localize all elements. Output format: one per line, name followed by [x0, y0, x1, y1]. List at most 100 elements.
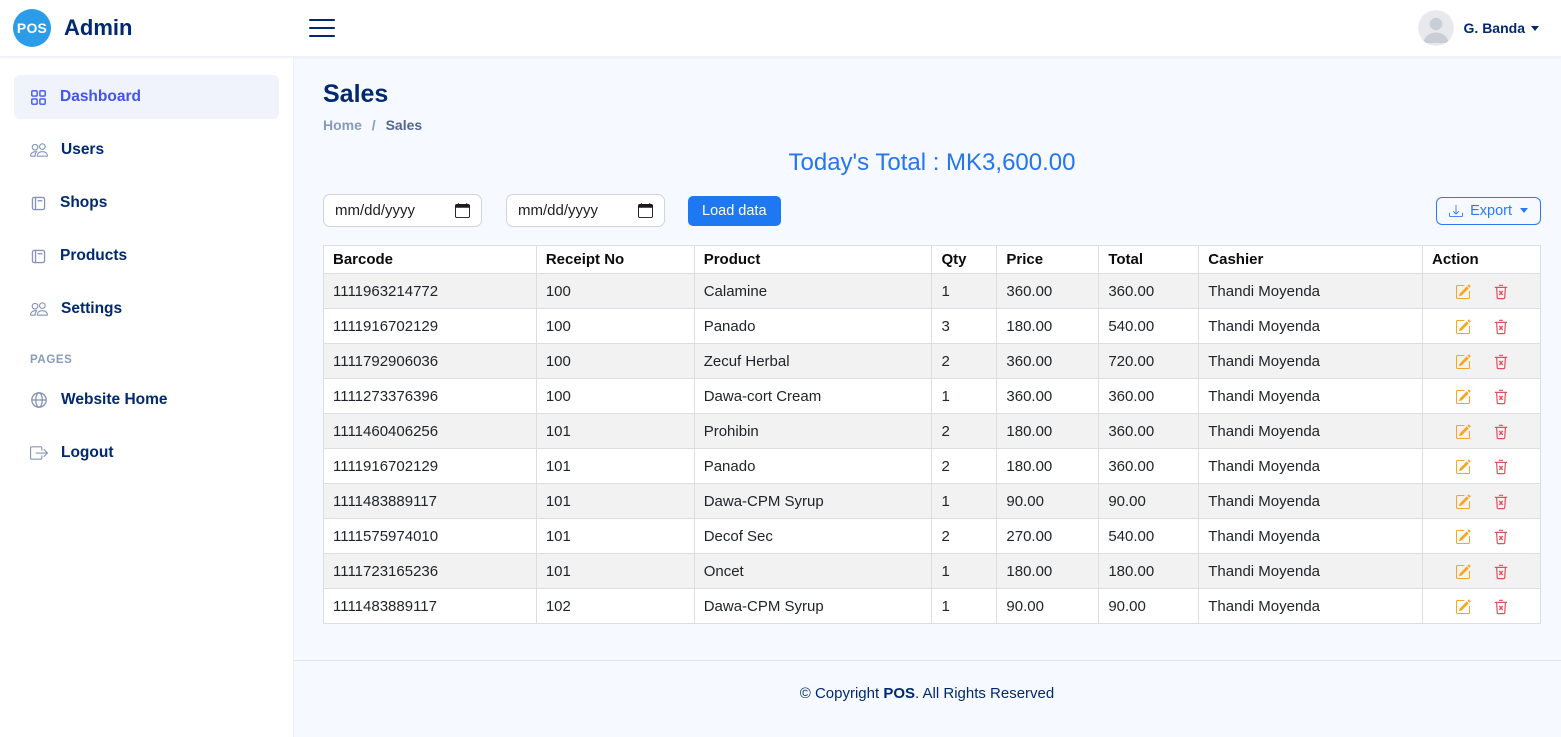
cell-barcode: 1111916702129 — [324, 449, 537, 484]
cell-product: Dawa-CPM Syrup — [694, 589, 932, 624]
breadcrumb-current: Sales — [386, 117, 423, 133]
cell-barcode: 1111575974010 — [324, 519, 537, 554]
logo-text: POS — [17, 20, 47, 36]
cell-barcode: 1111723165236 — [324, 554, 537, 589]
cell-total: 360.00 — [1099, 379, 1199, 414]
cell-receipt-no: 101 — [536, 554, 694, 589]
globe-icon — [30, 391, 48, 409]
delete-icon[interactable] — [1493, 529, 1509, 545]
breadcrumb-separator: / — [372, 117, 376, 133]
table-row: 1111723165236101Oncet1180.00180.00Thandi… — [324, 554, 1541, 589]
cell-cashier: Thandi Moyenda — [1199, 484, 1423, 519]
cell-product: Panado — [694, 309, 932, 344]
edit-icon[interactable] — [1455, 424, 1471, 440]
edit-icon[interactable] — [1455, 284, 1471, 300]
cell-price: 180.00 — [997, 449, 1099, 484]
app-logo[interactable]: POS Admin — [0, 9, 290, 47]
cell-product: Panado — [694, 449, 932, 484]
cell-barcode: 1111460406256 — [324, 414, 537, 449]
cell-qty: 2 — [932, 449, 997, 484]
table-row: 1111483889117102Dawa-CPM Syrup190.0090.0… — [324, 589, 1541, 624]
cell-barcode: 1111273376396 — [324, 379, 537, 414]
cell-total: 360.00 — [1099, 449, 1199, 484]
edit-icon[interactable] — [1455, 529, 1471, 545]
table-row: 1111792906036100Zecuf Herbal2360.00720.0… — [324, 344, 1541, 379]
sidebar-item-label: Website Home — [61, 391, 168, 409]
delete-icon[interactable] — [1493, 564, 1509, 580]
sidebar-item-settings[interactable]: Settings — [14, 287, 279, 331]
cell-qty: 3 — [932, 309, 997, 344]
edit-icon[interactable] — [1455, 389, 1471, 405]
sidebar-item-dashboard[interactable]: Dashboard — [14, 75, 279, 119]
delete-icon[interactable] — [1493, 319, 1509, 335]
cell-price: 90.00 — [997, 484, 1099, 519]
cell-product: Dawa-cort Cream — [694, 379, 932, 414]
table-header-row: Barcode Receipt No Product Qty Price Tot… — [324, 246, 1541, 274]
date-to-input[interactable]: mm/dd/yyyy — [506, 194, 665, 227]
date-to-value: mm/dd/yyyy — [518, 202, 598, 219]
delete-icon[interactable] — [1493, 354, 1509, 370]
people-icon — [30, 300, 48, 318]
cell-total: 540.00 — [1099, 309, 1199, 344]
table-row: 1111916702129101Panado2180.00360.00Thand… — [324, 449, 1541, 484]
cell-price: 180.00 — [997, 554, 1099, 589]
cell-receipt-no: 101 — [536, 484, 694, 519]
sidebar-item-website-home[interactable]: Website Home — [14, 378, 279, 422]
sidebar-item-shops[interactable]: Shops — [14, 181, 279, 225]
cell-product: Zecuf Herbal — [694, 344, 932, 379]
col-action: Action — [1423, 246, 1541, 274]
sidebar-item-users[interactable]: Users — [14, 128, 279, 172]
export-button[interactable]: Export — [1436, 197, 1541, 225]
cell-receipt-no: 100 — [536, 344, 694, 379]
table-row: 1111460406256101Prohibin2180.00360.00Tha… — [324, 414, 1541, 449]
delete-icon[interactable] — [1493, 494, 1509, 510]
sidebar-item-products[interactable]: Products — [14, 234, 279, 278]
footer-brand: POS — [883, 685, 915, 702]
col-total: Total — [1099, 246, 1199, 274]
download-icon — [1449, 204, 1463, 218]
cell-price: 270.00 — [997, 519, 1099, 554]
cell-qty: 1 — [932, 484, 997, 519]
journal-icon — [30, 195, 47, 212]
sidebar: Dashboard Users Shops Products — [0, 57, 293, 737]
delete-icon[interactable] — [1493, 459, 1509, 475]
cell-product: Calamine — [694, 274, 932, 309]
edit-icon[interactable] — [1455, 564, 1471, 580]
content: Sales Home / Sales Today's Total : MK3,6… — [293, 57, 1561, 660]
sidebar-item-logout[interactable]: Logout — [14, 431, 279, 475]
delete-icon[interactable] — [1493, 424, 1509, 440]
edit-icon[interactable] — [1455, 319, 1471, 335]
pos-logo-icon: POS — [13, 9, 51, 47]
cell-cashier: Thandi Moyenda — [1199, 554, 1423, 589]
journal-icon — [30, 248, 47, 265]
col-price: Price — [997, 246, 1099, 274]
load-data-button[interactable]: Load data — [688, 196, 781, 226]
cell-qty: 1 — [932, 379, 997, 414]
cell-price: 360.00 — [997, 379, 1099, 414]
calendar-icon — [638, 203, 653, 218]
delete-icon[interactable] — [1493, 284, 1509, 300]
edit-icon[interactable] — [1455, 354, 1471, 370]
cell-barcode: 1111792906036 — [324, 344, 537, 379]
user-name: G. Banda — [1464, 20, 1525, 36]
breadcrumb-home-link[interactable]: Home — [323, 117, 362, 133]
delete-icon[interactable] — [1493, 599, 1509, 615]
export-button-label: Export — [1470, 203, 1512, 219]
profile-menu[interactable]: G. Banda — [1418, 10, 1539, 46]
sidebar-item-label: Settings — [61, 300, 122, 318]
edit-icon[interactable] — [1455, 599, 1471, 615]
cell-total: 180.00 — [1099, 554, 1199, 589]
edit-icon[interactable] — [1455, 494, 1471, 510]
cell-product: Dawa-CPM Syrup — [694, 484, 932, 519]
breadcrumb: Home / Sales — [323, 117, 1541, 133]
cell-qty: 2 — [932, 519, 997, 554]
delete-icon[interactable] — [1493, 389, 1509, 405]
hamburger-menu-icon[interactable] — [305, 9, 339, 47]
table-body: 1111963214772100Calamine1360.00360.00Tha… — [324, 274, 1541, 624]
action-cell — [1423, 484, 1541, 519]
edit-icon[interactable] — [1455, 459, 1471, 475]
cell-barcode: 1111483889117 — [324, 484, 537, 519]
date-from-input[interactable]: mm/dd/yyyy — [323, 194, 482, 227]
main-area: Sales Home / Sales Today's Total : MK3,6… — [293, 57, 1561, 737]
cell-receipt-no: 100 — [536, 274, 694, 309]
